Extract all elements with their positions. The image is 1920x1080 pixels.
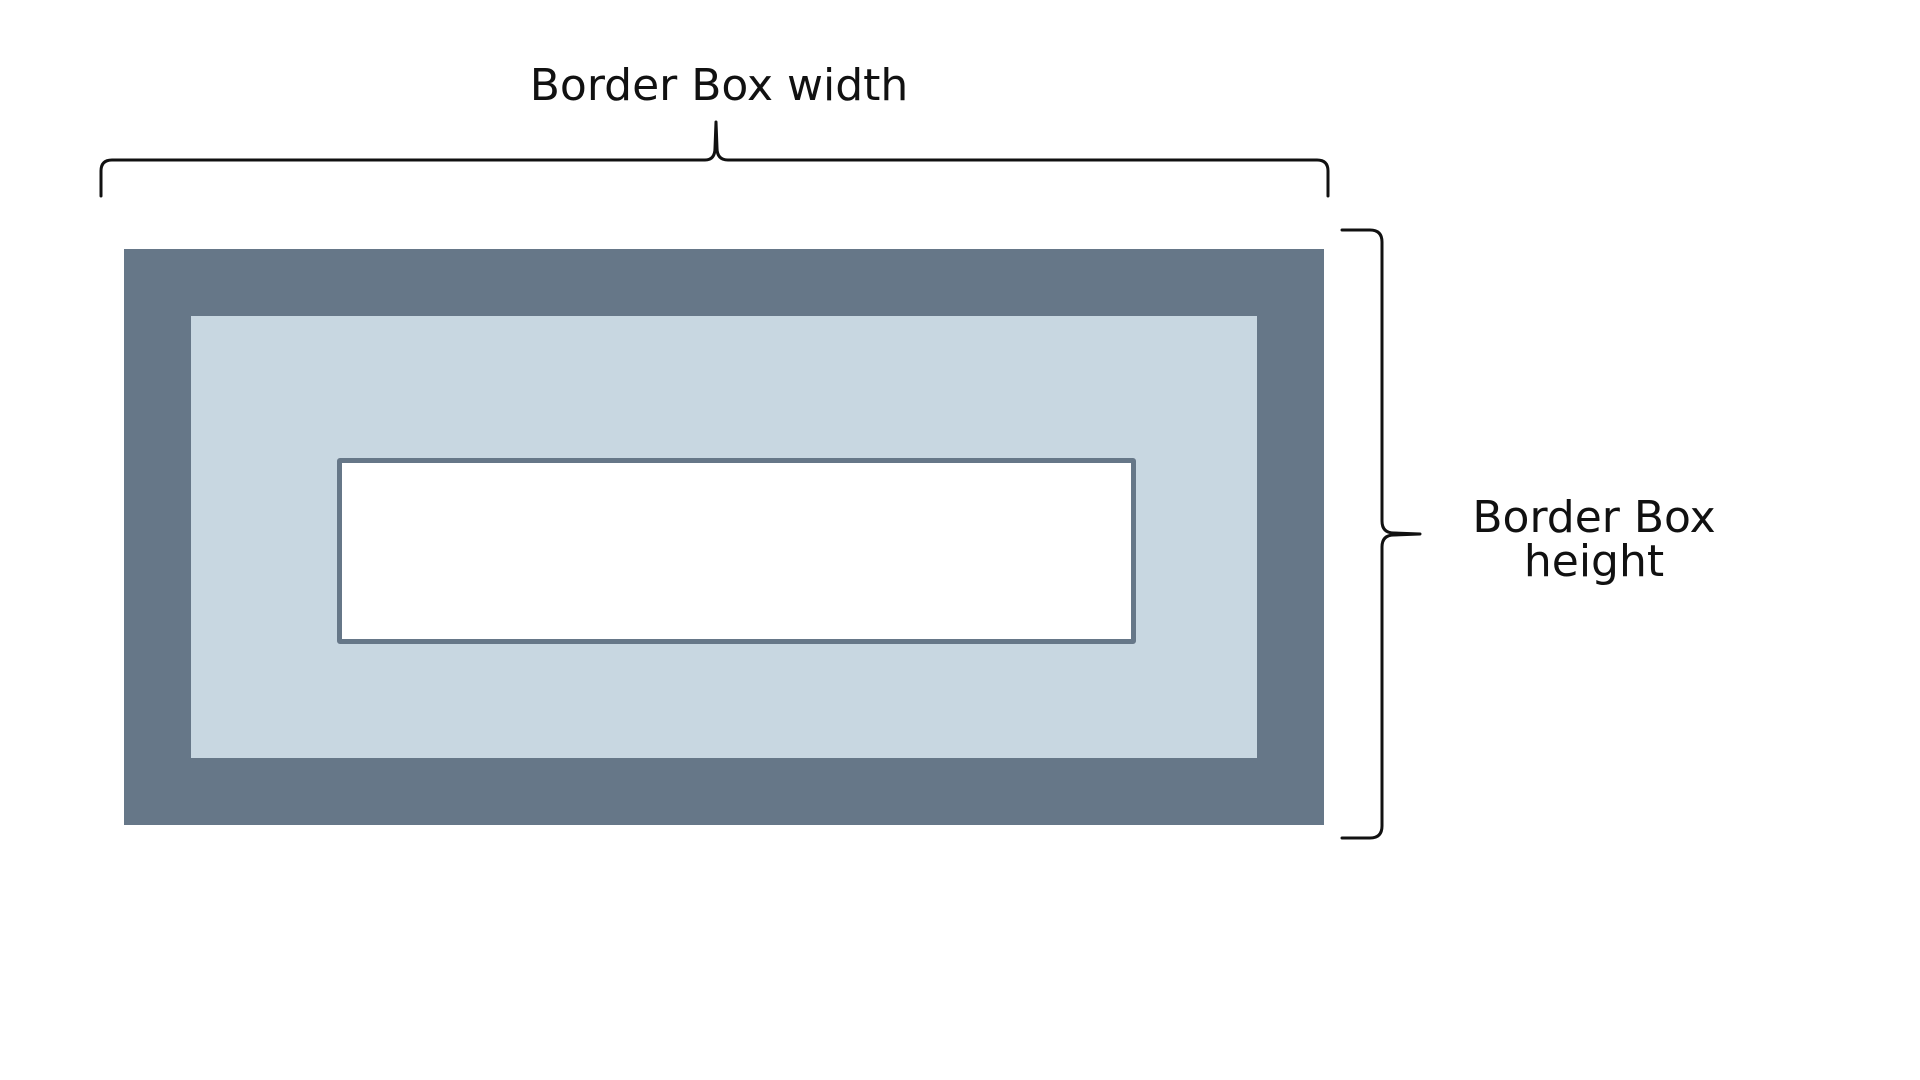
- border-box-width-label: Border Box width: [529, 60, 909, 111]
- content-area: [337, 458, 1136, 644]
- border-box-height-label: Border Box height: [1472, 492, 1716, 587]
- width-bracket: [99, 120, 1330, 198]
- height-bracket: [1340, 228, 1422, 840]
